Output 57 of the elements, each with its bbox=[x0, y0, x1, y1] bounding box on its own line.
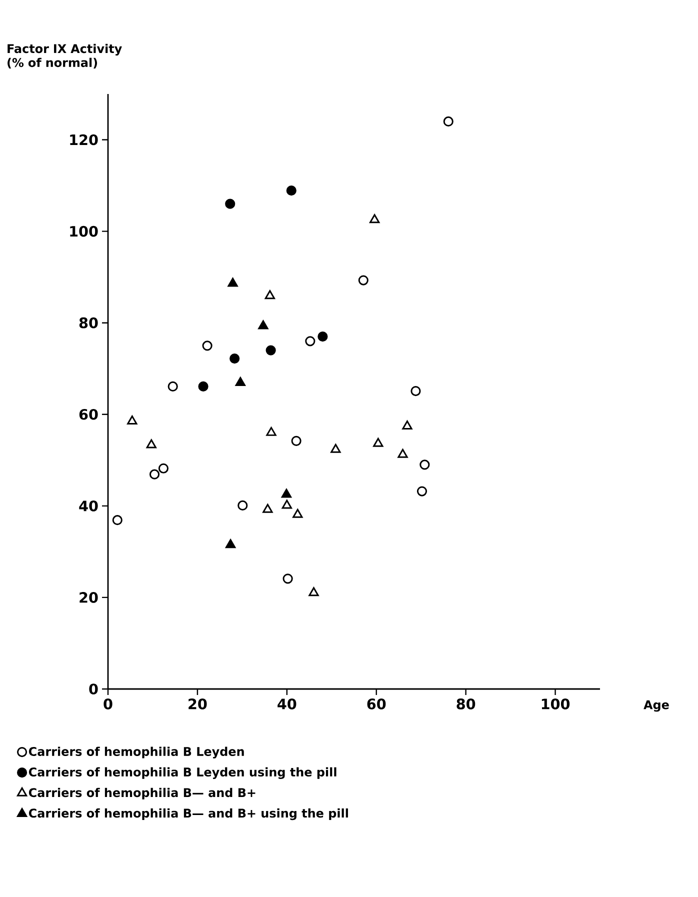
point bbox=[443, 116, 454, 127]
point bbox=[410, 386, 421, 396]
point bbox=[291, 436, 302, 446]
point bbox=[358, 275, 368, 286]
point bbox=[112, 515, 122, 526]
point bbox=[225, 198, 236, 209]
x-tick-label: 20 bbox=[188, 698, 207, 710]
point bbox=[402, 420, 412, 430]
point bbox=[373, 438, 384, 447]
legend-label: Carriers of hemophilia B Leyden bbox=[28, 746, 244, 758]
x-tick-label: 100 bbox=[542, 698, 570, 710]
point bbox=[238, 500, 248, 511]
y-tick-label: 80 bbox=[79, 317, 98, 328]
point bbox=[158, 463, 169, 474]
point bbox=[398, 448, 408, 458]
point bbox=[282, 500, 292, 509]
point bbox=[168, 381, 178, 392]
point bbox=[420, 460, 430, 470]
point bbox=[198, 381, 208, 392]
legend-label: Carriers of hemophilia B Leyden using the pill bbox=[28, 767, 336, 779]
point bbox=[264, 290, 275, 300]
legend-label: Carriers of hemophilia B— and B+ using the pill bbox=[28, 808, 348, 820]
y-tick-label: 100 bbox=[70, 226, 98, 237]
point bbox=[262, 504, 273, 513]
x-tick-label: 0 bbox=[104, 698, 112, 710]
point bbox=[281, 488, 292, 498]
point bbox=[258, 320, 268, 330]
y-tick-label: 60 bbox=[79, 408, 98, 420]
point bbox=[149, 469, 160, 480]
point bbox=[292, 508, 303, 518]
point bbox=[127, 415, 138, 424]
point bbox=[230, 353, 240, 364]
y-tick-label: 20 bbox=[80, 592, 98, 603]
point bbox=[225, 539, 236, 548]
legend-label: Carriers of hemophilia B— and B+ bbox=[28, 788, 256, 800]
point bbox=[330, 444, 341, 453]
x-tick-label: 80 bbox=[456, 698, 476, 710]
point bbox=[228, 278, 238, 287]
point bbox=[266, 345, 276, 356]
point bbox=[202, 340, 212, 351]
point bbox=[369, 214, 380, 224]
point bbox=[318, 332, 328, 342]
y-tick-label: 40 bbox=[79, 500, 98, 512]
x-axis-title: Age bbox=[644, 700, 669, 712]
point bbox=[416, 486, 428, 496]
point bbox=[308, 587, 319, 596]
point bbox=[305, 336, 316, 346]
point bbox=[282, 574, 293, 584]
y-axis-title: Factor IX Activity (% of normal) bbox=[8, 44, 122, 68]
point bbox=[286, 186, 296, 196]
x-tick-label: 60 bbox=[367, 698, 386, 710]
point bbox=[235, 377, 246, 386]
y-tick-label: 0 bbox=[89, 684, 98, 694]
x-tick-label: 40 bbox=[278, 698, 296, 710]
point bbox=[266, 426, 276, 436]
y-tick-label: 120 bbox=[70, 134, 98, 146]
point bbox=[146, 439, 156, 448]
